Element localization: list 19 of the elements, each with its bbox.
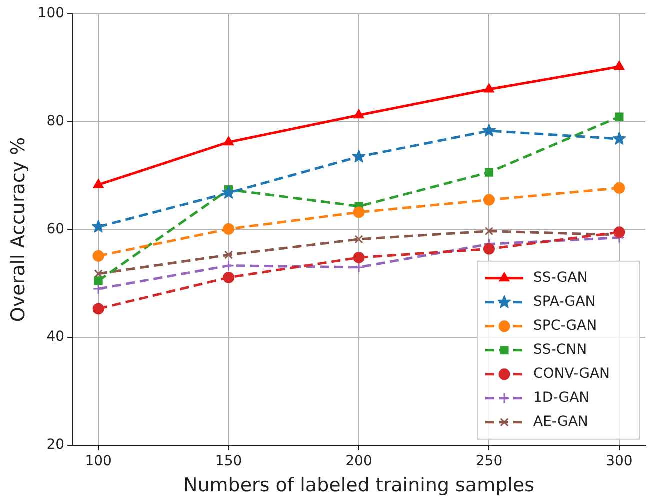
y-tick-label: 80 [46,113,65,130]
legend-label: SS-CNN [534,342,588,358]
y-tick-label: 100 [38,6,65,22]
legend-label: 1D-GAN [534,390,590,406]
x-tick-label: 100 [85,453,112,470]
y-axis-title: Overall Accuracy % [7,137,30,322]
y-tick-label: 60 [46,221,65,238]
y-tick-label: 40 [46,329,65,346]
legend-label: CONV-GAN [534,366,610,382]
x-axis-title: Numbers of labeled training samples [184,474,535,497]
x-tick-label: 200 [346,453,372,470]
y-tick-label: 20 [46,437,65,454]
legend-label: SPC-GAN [534,318,598,334]
x-tick-label: 150 [215,453,242,470]
x-tick-label: 250 [476,453,503,470]
legend-label: SPA-GAN [534,294,596,310]
legend-label: AE-GAN [534,414,588,430]
legend-label: SS-GAN [534,270,588,286]
x-tick-label: 300 [606,453,633,470]
